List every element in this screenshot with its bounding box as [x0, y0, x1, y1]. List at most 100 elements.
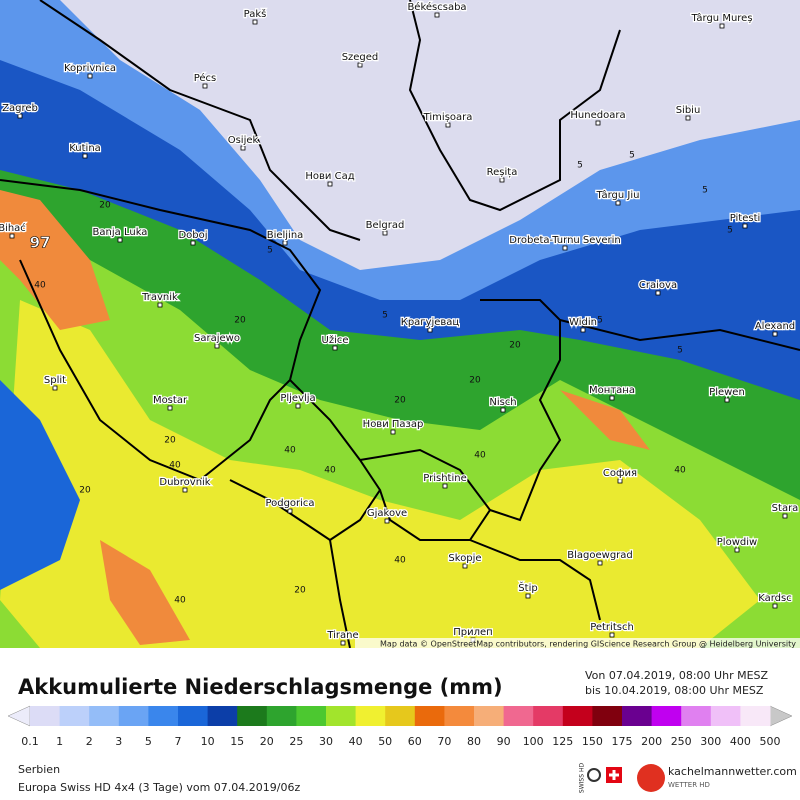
sea-blue: [0, 380, 80, 590]
legend-swatch: [89, 706, 120, 726]
city-dot: [462, 563, 468, 569]
city-dot: [52, 385, 58, 391]
legend-label: 400: [730, 735, 751, 748]
legend-swatch: [207, 706, 238, 726]
legend-swatch: [178, 706, 209, 726]
legend-swatch: [740, 706, 771, 726]
contour-label: 40: [394, 556, 406, 566]
contour-label: 20: [469, 376, 481, 386]
legend-swatch: [326, 706, 357, 726]
max-value: 97: [30, 234, 51, 252]
city-label: Mostar: [153, 395, 188, 406]
brand-sub: WETTER HD: [668, 781, 710, 789]
city-dot: [82, 153, 88, 159]
city-dot: [500, 407, 506, 413]
city-label: Pakš: [244, 8, 267, 20]
city-dot: [190, 240, 196, 246]
city-label: Târgu Mureș: [690, 12, 752, 24]
city-dot: [719, 23, 725, 29]
city-dot: [182, 487, 188, 493]
legend-label: 60: [408, 735, 422, 748]
brand-logo: [637, 764, 665, 792]
legend-swatch: [148, 706, 179, 726]
contour-label: 5: [702, 186, 708, 196]
legend-label: 300: [700, 735, 721, 748]
legend-label: 70: [437, 735, 451, 748]
city-label: Bihać: [0, 222, 26, 234]
city-dot: [655, 290, 661, 296]
city-dot: [214, 343, 220, 349]
city-label: Doboj: [178, 230, 207, 241]
legend-swatch: [562, 706, 593, 726]
legend-end: [769, 705, 793, 727]
legend-label: 175: [612, 735, 633, 748]
legend-swatch: [503, 706, 534, 726]
legend-label: 25: [289, 735, 303, 748]
city-label: Widin: [569, 317, 597, 328]
contour-label: 5: [677, 346, 683, 356]
city-label: Prishtine: [423, 473, 466, 484]
legend-label: 1: [56, 735, 63, 748]
city-label: Split: [44, 375, 66, 386]
city-label: Kutina: [69, 143, 101, 154]
legend-swatch: [296, 706, 327, 726]
city-dot: [87, 73, 93, 79]
legend-swatch: [474, 706, 505, 726]
city-dot: [734, 547, 740, 553]
city-label: Podgorica: [265, 498, 314, 509]
city-dot: [287, 508, 293, 514]
legend-label: 150: [582, 735, 603, 748]
city-dot: [782, 513, 788, 519]
city-label: Tirane: [326, 630, 358, 641]
city-label: Pitesti: [730, 213, 761, 224]
city-label: Dubrovnik: [159, 477, 210, 488]
city-label: Banja Luka: [93, 227, 148, 238]
map: Pakš Békéscsaba Târgu Mureș Koprivnica Szege…: [0, 0, 800, 648]
period-to: bis 10.04.2019, 08:00 Uhr MESZ: [585, 684, 764, 697]
legend-label: 40: [349, 735, 363, 748]
contour-label: 40: [284, 446, 296, 456]
city-label: Plewen: [709, 387, 745, 398]
city-label: Крагујевац: [401, 316, 460, 328]
legend-swatch: [414, 706, 445, 726]
city-label: Zagreb: [2, 103, 38, 114]
legend-swatch: [651, 706, 682, 726]
city-label: Travnik: [141, 292, 178, 303]
brand-small: SWISS HD: [579, 763, 586, 794]
legend-swatch: [592, 706, 623, 726]
city-dot: [340, 640, 346, 646]
city-label: Pécs: [194, 72, 217, 84]
precip-orange: [100, 540, 190, 645]
legend-swatch: [710, 706, 741, 726]
city-dot: [685, 115, 691, 121]
swiss-cross: [609, 770, 619, 780]
city-dot: [17, 113, 23, 119]
city-dot: [499, 177, 505, 183]
city-dot: [772, 603, 778, 609]
info-panel: Akkumulierte Niederschlagsmenge (mm) Von…: [7, 669, 797, 794]
contour-label: 5: [727, 226, 733, 236]
city-labels: Pakš Békéscsaba Târgu Mureș Koprivnica Szege…: [0, 0, 800, 646]
city-label: Bieljina: [267, 230, 304, 241]
model-run: Europa Swiss HD 4x4 (3 Tage) vom 07.04.2…: [18, 781, 300, 794]
search-icon: [587, 768, 601, 782]
city-dot: [167, 405, 173, 411]
contour-label: 5: [382, 311, 388, 321]
contour-label: 40: [174, 596, 186, 606]
city-label: Koprivnica: [64, 63, 116, 74]
city-label: Târgu Jiu: [596, 189, 640, 201]
city-label: Nisch: [489, 397, 516, 408]
legend-swatch: [59, 706, 90, 726]
legend-swatch: [355, 706, 386, 726]
legend-label: 15: [230, 735, 244, 748]
precip-yellow: [0, 300, 760, 648]
legend-swatch: [444, 706, 475, 726]
legend-label: 10: [201, 735, 215, 748]
contour-label: 40: [34, 281, 46, 291]
contour-label: 20: [79, 486, 91, 496]
legend-label: 50: [378, 735, 392, 748]
legend-end: [7, 705, 31, 727]
legend-label: 7: [175, 735, 182, 748]
city-label: Skopje: [448, 553, 481, 564]
legend: 0.1 1 2 3 5 7 10 15 20 25 30 40 50 60 70 80 90 100 125 150 1…: [7, 705, 793, 748]
